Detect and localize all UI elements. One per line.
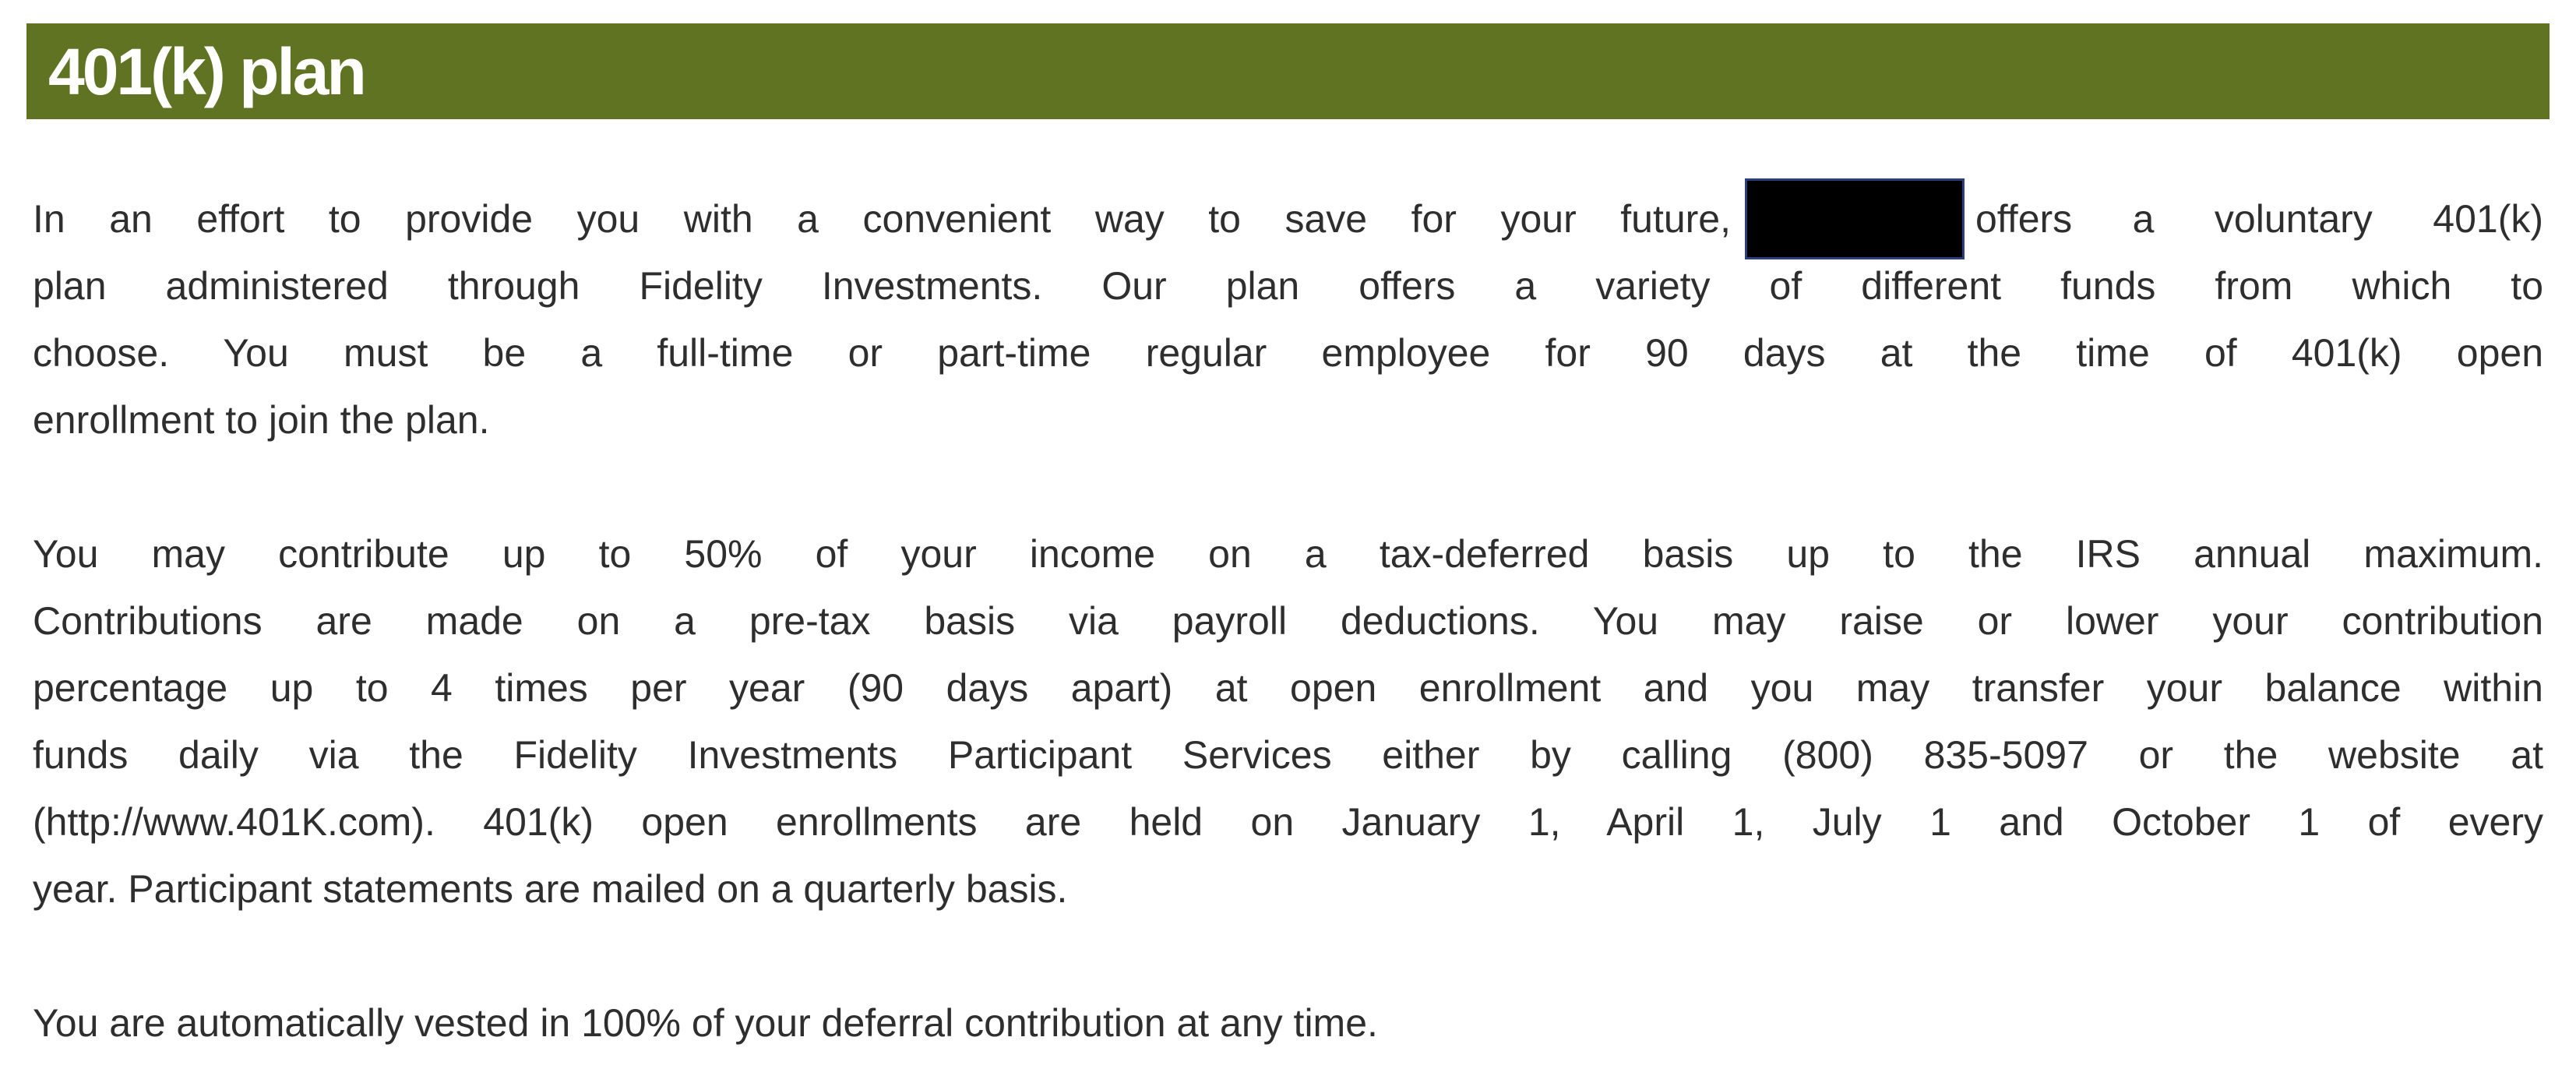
section-title: 401(k) plan [48, 35, 367, 108]
text-line: year. Participant statements are mailed … [33, 867, 1068, 911]
redacted-company-name [1745, 178, 1965, 259]
section-header: 401(k) plan [26, 23, 2550, 119]
text-line: (http://www.401K.com). 401(k) open enrol… [33, 800, 2543, 844]
text-line: Contributions are made on a pre-tax basi… [33, 599, 2543, 643]
paragraph-contributions: You may contribute up to 50% of your inc… [33, 520, 2543, 922]
text-line: plan administered through Fidelity Inves… [33, 264, 2543, 308]
text-line: funds daily via the Fidelity Investments… [33, 733, 2543, 777]
text-line: enrollment to join the plan. [33, 398, 490, 442]
text-line: You are automatically vested in 100% of … [33, 1001, 1378, 1045]
text-segment: offers a voluntary 401(k) [1975, 197, 2543, 241]
text-line: You may contribute up to 50% of your inc… [33, 532, 2543, 576]
text-line: In an effort to provide you with a conve… [33, 178, 2543, 259]
paragraph-vesting: You are automatically vested in 100% of … [33, 990, 2543, 1057]
document-body: In an effort to provide you with a conve… [33, 178, 2543, 1057]
text-line: percentage up to 4 times per year (90 da… [33, 666, 2543, 710]
paragraph-eligibility: In an effort to provide you with a conve… [33, 178, 2543, 453]
text-line: choose. You must be a full-time or part-… [33, 331, 2543, 375]
text-segment: In an effort to provide you with a conve… [33, 197, 1731, 241]
